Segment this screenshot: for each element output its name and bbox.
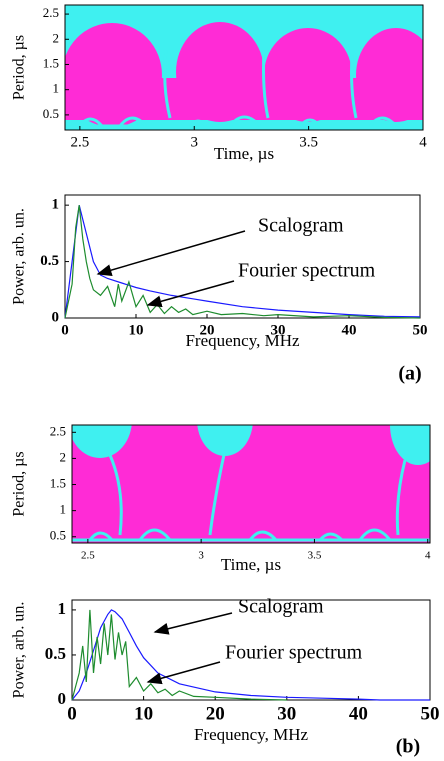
y-tick-label: 1.5 [50, 476, 66, 491]
y-tick-label: 2.5 [43, 5, 59, 20]
y-tick-label: 2 [53, 30, 60, 45]
y-tick-label: 1 [58, 599, 67, 618]
y-axis-label: Power, arb. un. [11, 208, 28, 305]
scalogram-image [72, 425, 430, 543]
series-line [64, 205, 421, 319]
y-axis-label: Period, µs [11, 35, 28, 100]
x-axis-label: Frequency, MHz [194, 725, 309, 744]
arrow [146, 661, 221, 685]
frame [71, 424, 431, 544]
y-tick-label: 0 [52, 309, 60, 325]
y-tick-label: 1 [52, 197, 60, 213]
x-tick-label: 3.5 [308, 550, 322, 562]
frame [64, 194, 421, 319]
x-tick-label: 50 [421, 703, 440, 724]
x-tick-label: 3.5 [299, 134, 318, 150]
y-tick-label: 1 [60, 502, 67, 517]
x-tick-label: 30 [271, 322, 286, 338]
arrow [96, 230, 246, 276]
x-tick-label: 10 [129, 322, 144, 338]
x-tick-label: 0 [61, 322, 69, 338]
frame [71, 599, 431, 701]
y-tick-label: 1 [53, 81, 60, 96]
annotation: Scalogram [238, 596, 324, 618]
x-tick-label: 50 [413, 322, 428, 338]
arrow [146, 280, 235, 308]
x-tick-label: 3 [190, 134, 198, 150]
x-tick-label: 10 [134, 703, 153, 724]
x-tick-label: 20 [206, 703, 225, 724]
y-axis-label: Power, arb. un. [11, 602, 28, 699]
x-tick-label: 20 [200, 322, 215, 338]
annotation: Fourier spectrum [225, 642, 363, 664]
y-tick-label: 0.5 [50, 528, 66, 543]
x-tick-label: 3 [198, 550, 204, 562]
y-tick-label: 0.5 [43, 106, 59, 121]
y-axis-label: Period, µs [11, 451, 28, 516]
x-tick-label: 40 [349, 703, 368, 724]
scalogram-image [65, 5, 423, 130]
y-tick-label: 0 [58, 689, 67, 708]
x-tick-label: 40 [342, 322, 357, 338]
x-tick-label: 2.5 [81, 550, 95, 562]
series-line [71, 609, 430, 701]
x-tick-label: 2.5 [70, 134, 89, 150]
x-tick-label: 30 [277, 703, 296, 724]
x-axis-label: Time, µs [214, 144, 274, 163]
y-tick-label: 2.5 [50, 423, 66, 438]
x-tick-label: 4 [425, 550, 431, 562]
y-tick-label: 0.5 [40, 253, 59, 269]
panel-label: (a) [398, 363, 421, 385]
x-axis-label: Time, µs [221, 555, 281, 574]
y-tick-label: 2 [60, 449, 67, 464]
y-tick-label: 0.5 [45, 644, 66, 663]
series-line [71, 609, 287, 701]
frame [64, 4, 424, 131]
annotation: Scalogram [258, 215, 344, 237]
x-tick-label: 4 [419, 134, 427, 150]
y-tick-label: 1.5 [43, 55, 59, 70]
arrow [153, 612, 233, 635]
x-axis-label: Frequency, MHz [185, 331, 300, 350]
x-tick-label: 0 [67, 703, 77, 724]
panel-label: (b) [396, 736, 420, 758]
annotation: Fourier spectrum [238, 260, 376, 282]
